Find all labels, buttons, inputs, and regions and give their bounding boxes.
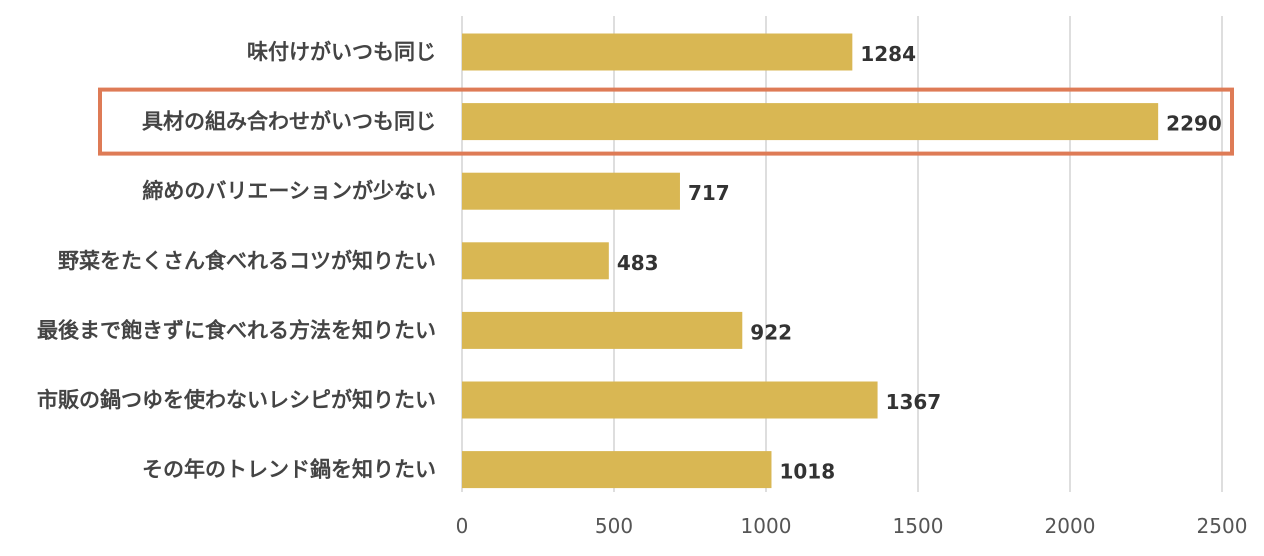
x-tick-label: 2000	[1045, 514, 1096, 538]
x-tick-label: 1500	[893, 514, 944, 538]
value-label: 483	[617, 251, 659, 275]
bar	[462, 311, 743, 349]
x-tick-label: 1000	[741, 514, 792, 538]
value-label: 1284	[860, 42, 916, 66]
x-axis-ticks: 0 500 1000 1500 2000 2500	[456, 514, 1248, 538]
highlight-box	[98, 87, 1234, 156]
bar	[462, 381, 878, 419]
category-labels: 味付けがいつも同じ具材の組み合わせがいつも同じ締めのバリエーションが少ない野菜を…	[37, 40, 436, 482]
x-tick-label: 500	[595, 514, 633, 538]
x-tick-label: 2500	[1197, 514, 1248, 538]
bar	[462, 103, 1159, 141]
bar	[462, 33, 853, 71]
value-label: 717	[688, 181, 730, 205]
bar	[462, 172, 680, 210]
highlight-frame	[98, 87, 1234, 156]
category-label: 具材の組み合わせがいつも同じ	[142, 110, 436, 134]
value-label: 1018	[779, 460, 835, 484]
x-tick-label: 0	[456, 514, 469, 538]
category-label: 締めのバリエーションが少ない	[142, 179, 436, 203]
value-labels: 1284 2290 717 483 922 1367 1018	[617, 42, 1222, 484]
category-label: 味付けがいつも同じ	[247, 40, 436, 64]
bar	[462, 451, 772, 489]
value-label: 2290	[1166, 112, 1222, 136]
category-label: その年のトレンド鍋を知りたい	[142, 458, 436, 482]
value-label: 922	[750, 320, 792, 344]
category-label: 最後まで飽きずに食べれる方法を知りたい	[37, 318, 436, 342]
category-label: 市販の鍋つゆを使わないレシピが知りたい	[37, 388, 436, 412]
bars	[462, 33, 1159, 489]
category-label: 野菜をたくさん食べれるコツが知りたい	[58, 249, 436, 273]
value-label: 1367	[886, 390, 942, 414]
bar	[462, 242, 609, 280]
